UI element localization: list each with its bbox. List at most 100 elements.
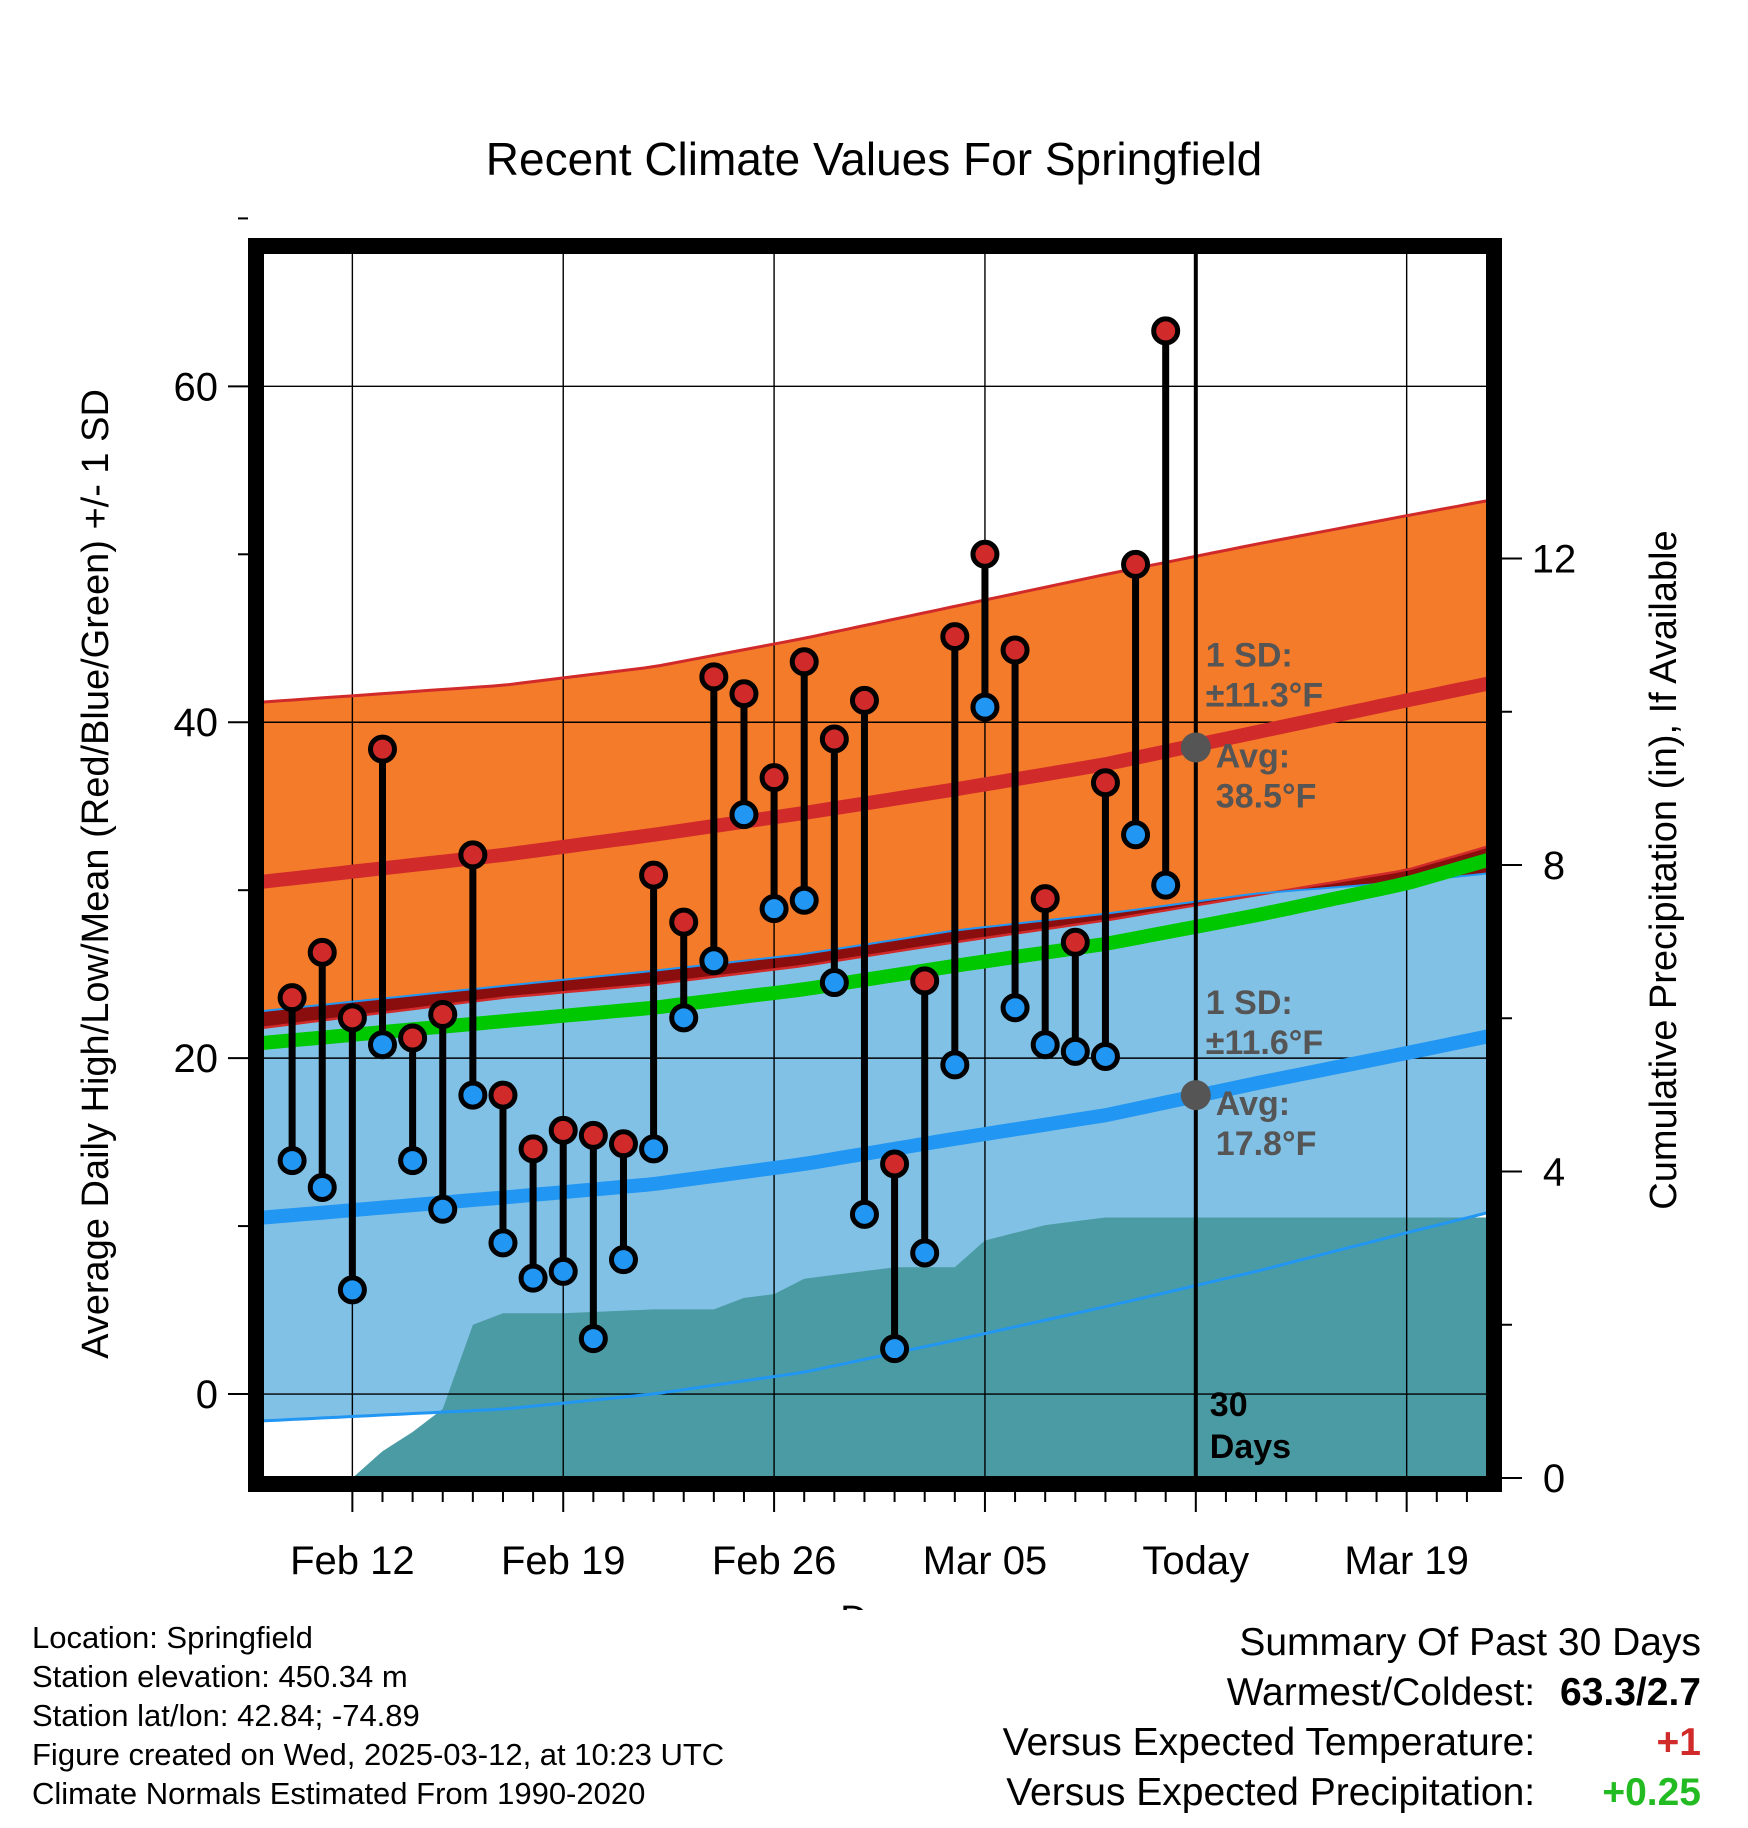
observed-low-point xyxy=(819,968,849,998)
observed-low-point xyxy=(548,1256,578,1286)
low-avg-label: Avg: xyxy=(1216,1085,1290,1123)
temp-value: +1 xyxy=(1656,1721,1701,1764)
observed-low-point xyxy=(428,1194,458,1224)
overlap-band xyxy=(262,846,1488,1028)
observed-low-point xyxy=(608,1245,638,1275)
high-avg-label: 38.5°F xyxy=(1216,777,1317,815)
low-lower-line xyxy=(262,1211,1488,1423)
observed-low-point xyxy=(789,885,819,915)
summary-precip-row: Versus Expected Precipitation: +0.25 xyxy=(1003,1768,1701,1818)
precip-label: Versus Expected Precipitation: xyxy=(1006,1771,1536,1814)
observed-low-point xyxy=(488,1228,518,1258)
observed-low-point xyxy=(639,1134,669,1164)
observed-low-point xyxy=(669,1003,699,1033)
y2-tick-label: 4 xyxy=(1543,1151,1565,1195)
observed-high-point xyxy=(699,662,729,692)
today-window-label: 30 xyxy=(1210,1386,1248,1424)
temp-label: Versus Expected Temperature: xyxy=(1002,1721,1536,1764)
observed-high-point xyxy=(488,1080,518,1110)
observed-low-point xyxy=(518,1263,548,1293)
observed-high-point xyxy=(1090,768,1120,798)
observed-high-point xyxy=(1121,549,1151,579)
low-avg-line xyxy=(262,1029,1488,1225)
y-tick-label: 20 xyxy=(174,1037,219,1081)
x-tick-label: Today xyxy=(1142,1539,1249,1583)
observed-low-point xyxy=(458,1080,488,1110)
y-tick-label: 60 xyxy=(174,365,219,409)
x-tick-label: Mar 19 xyxy=(1344,1539,1469,1583)
observed-low-point xyxy=(337,1275,367,1305)
observed-high-point xyxy=(337,1003,367,1033)
observed-low-point xyxy=(307,1172,337,1202)
x-tick-label: Mar 05 xyxy=(923,1539,1048,1583)
observed-high-point xyxy=(307,937,337,967)
precip-value: +0.25 xyxy=(1602,1771,1701,1814)
observed-low-point xyxy=(367,1030,397,1060)
observed-high-point xyxy=(669,907,699,937)
observed-high-point xyxy=(880,1149,910,1179)
low-upper-line xyxy=(262,872,1488,1013)
observed-high-point xyxy=(819,724,849,754)
observed-high-point xyxy=(759,763,789,793)
high-sd-label: ±11.3°F xyxy=(1206,676,1323,714)
observed-low-point xyxy=(880,1334,910,1364)
latlon-text: Station lat/lon: 42.84; -74.89 xyxy=(32,1698,420,1733)
precip-area-shape xyxy=(262,1217,1488,1478)
location-text: Location: Springfield xyxy=(32,1620,313,1655)
observed-low-point xyxy=(578,1324,608,1354)
high-sd-band xyxy=(262,500,1488,1028)
observed-high-point xyxy=(639,860,669,890)
low-sd-label: ±11.6°F xyxy=(1206,1024,1323,1062)
observed-high-point xyxy=(277,983,307,1013)
observed-high-point xyxy=(789,647,819,677)
observed-high-point xyxy=(398,1023,428,1053)
observed-high-point xyxy=(910,966,940,996)
plot-border xyxy=(248,238,1502,1492)
mean-avg-line xyxy=(262,853,1488,1050)
observed-high-point xyxy=(608,1129,638,1159)
summary-panel: Summary Of Past 30 Days Warmest/Coldest:… xyxy=(1003,1618,1701,1818)
high-upper-line xyxy=(262,499,1488,704)
y-tick-label: 40 xyxy=(174,701,219,745)
observed-high-point xyxy=(849,685,879,715)
y2-tick-label: 8 xyxy=(1543,844,1565,888)
observed-low-point xyxy=(849,1199,879,1229)
summary-header: Summary Of Past 30 Days xyxy=(1239,1621,1701,1664)
y2-axis-title: Cumulative Precipitation (in), If Availa… xyxy=(1643,530,1685,1209)
summary-temp-row: Versus Expected Temperature: +1 xyxy=(1003,1718,1701,1768)
observed-low-point xyxy=(970,692,1000,722)
y2-tick-label: 12 xyxy=(1532,538,1577,582)
observed-high-point xyxy=(548,1115,578,1145)
chart-title: Recent Climate Values For Springfield xyxy=(486,133,1262,185)
high-avg-marker xyxy=(1180,732,1211,763)
observed-high-point xyxy=(1000,635,1030,665)
today-window-label: Days xyxy=(1210,1428,1291,1466)
observed-low-point xyxy=(1090,1041,1120,1071)
summary-warmest-row: Warmest/Coldest: 63.3/2.7 xyxy=(1003,1668,1701,1718)
plot-frame xyxy=(248,238,1502,1492)
precip-area xyxy=(262,1217,1488,1478)
observed-high-point xyxy=(940,622,970,652)
y-tick-label: 0 xyxy=(196,1373,218,1417)
observed-low-point xyxy=(940,1050,970,1080)
observed-low-point xyxy=(1121,820,1151,850)
x-tick-label: Feb 26 xyxy=(712,1539,837,1583)
normals-text: Climate Normals Estimated From 1990-2020 xyxy=(32,1776,646,1811)
low-avg-label: 17.8°F xyxy=(1216,1125,1317,1163)
observed-low-point xyxy=(398,1146,428,1176)
observed-low-point xyxy=(729,800,759,830)
observed-low-point xyxy=(699,946,729,976)
observed-high-point xyxy=(458,840,488,870)
warmest-value: 63.3/2.7 xyxy=(1560,1671,1701,1714)
observed-low-point xyxy=(910,1238,940,1268)
observed-series xyxy=(277,316,1181,1364)
normal-lines xyxy=(262,252,1488,1478)
created-text: Figure created on Wed, 2025-03-12, at 10… xyxy=(32,1737,725,1772)
x-tick-label: Feb 12 xyxy=(290,1539,415,1583)
observed-high-point xyxy=(970,539,1000,569)
observed-low-point xyxy=(1030,1030,1060,1060)
x-tick-label: Feb 19 xyxy=(501,1539,626,1583)
observed-high-point xyxy=(578,1120,608,1150)
